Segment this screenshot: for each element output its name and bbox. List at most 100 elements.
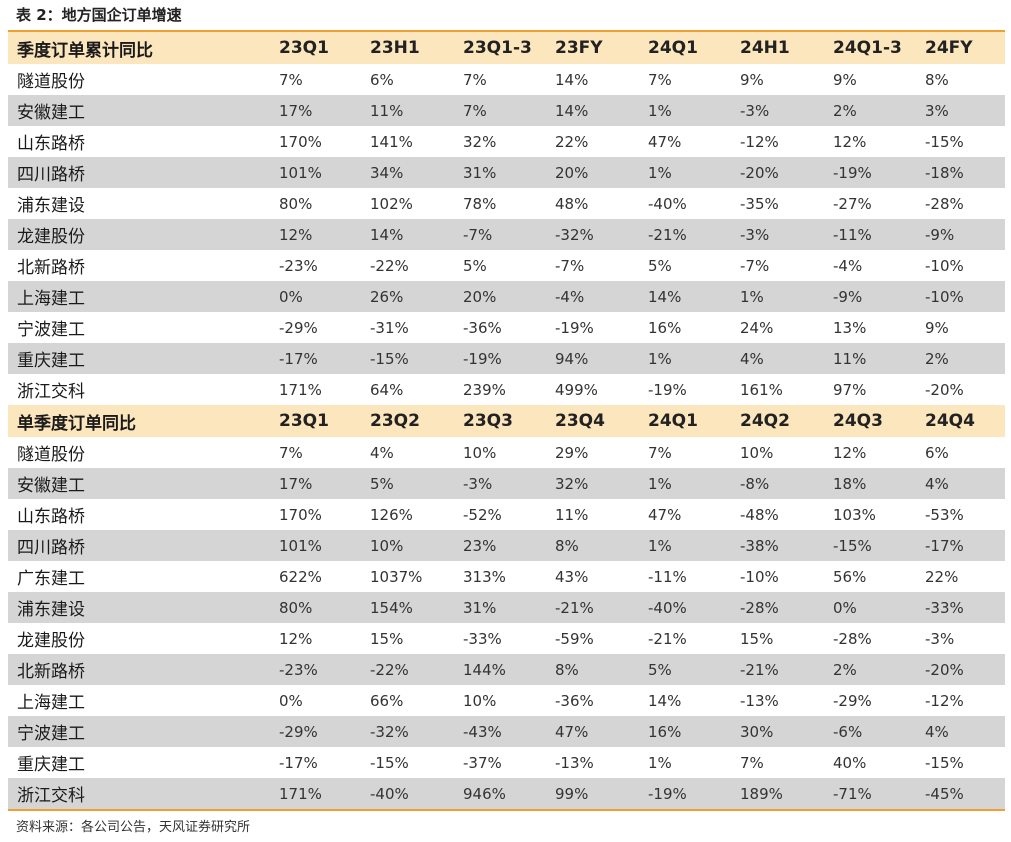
growth-value: -3% <box>740 101 770 120</box>
table-row: 北新路桥 -23% -22% 144% 8% 5% -21% 2% -20% <box>8 654 1005 685</box>
growth-value: 189% <box>740 784 783 803</box>
company-name: 上海建工 <box>17 693 85 713</box>
growth-value: 17% <box>279 474 313 493</box>
growth-value: -10% <box>740 567 779 586</box>
growth-value: 16% <box>648 722 682 741</box>
growth-value: -7% <box>740 256 770 275</box>
growth-value: 11% <box>833 349 867 368</box>
growth-value: -21% <box>648 629 687 648</box>
growth-value: 56% <box>833 567 867 586</box>
table-row: 北新路桥 -23% -22% 5% -7% 5% -7% -4% -10% <box>8 250 1005 281</box>
growth-value: 12% <box>833 443 867 462</box>
growth-value: 7% <box>463 70 487 89</box>
company-name: 四川路桥 <box>17 538 85 558</box>
growth-value: 103% <box>833 505 876 524</box>
table-row: 宁波建工 -29% -32% -43% 47% 16% 30% -6% 4% <box>8 716 1005 747</box>
growth-value: 4% <box>370 443 394 462</box>
growth-value: 154% <box>370 598 413 617</box>
column-header: 24Q1 <box>648 38 698 58</box>
growth-value: -22% <box>370 660 409 679</box>
growth-value: -20% <box>925 380 964 399</box>
source-note: 资料来源：各公司公告，天风证券研究所 <box>16 820 251 835</box>
table-caption: 表 2：地方国企订单增速 <box>16 6 182 24</box>
growth-value: 13% <box>833 318 867 337</box>
growth-value: -40% <box>648 194 687 213</box>
growth-value: -33% <box>463 629 502 648</box>
growth-value: 7% <box>463 101 487 120</box>
table-row: 山东路桥 170% 141% 32% 22% 47% -12% 12% -15% <box>8 126 1005 157</box>
growth-value: -12% <box>740 132 779 151</box>
growth-value: 5% <box>370 474 394 493</box>
company-name: 重庆建工 <box>17 755 85 775</box>
table-row: 龙建股份 12% 15% -33% -59% -21% 15% -28% -3% <box>8 623 1005 654</box>
growth-value: -43% <box>463 722 502 741</box>
growth-value: 64% <box>370 380 404 399</box>
growth-value: -10% <box>925 287 964 306</box>
column-header: 24H1 <box>740 38 790 58</box>
growth-value: 47% <box>648 505 682 524</box>
table-row: 四川路桥 101% 34% 31% 20% 1% -20% -19% -18% <box>8 157 1005 188</box>
company-name: 浦东建设 <box>17 196 85 216</box>
growth-value: 0% <box>833 598 857 617</box>
table-row: 山东路桥 170% 126% -52% 11% 47% -48% 103% -53% <box>8 499 1005 530</box>
growth-value: 8% <box>555 660 579 679</box>
company-name: 宁波建工 <box>17 724 85 744</box>
growth-value: 97% <box>833 380 867 399</box>
growth-value: 2% <box>925 349 949 368</box>
growth-value: 34% <box>370 163 404 182</box>
growth-value: 80% <box>279 194 313 213</box>
column-header: 23FY <box>555 38 603 58</box>
company-name: 浙江交科 <box>17 382 85 402</box>
section-title: 季度订单累计同比 <box>17 40 153 61</box>
growth-value: -29% <box>279 318 318 337</box>
growth-value: -7% <box>555 256 585 275</box>
growth-value: -38% <box>740 536 779 555</box>
growth-value: -3% <box>740 225 770 244</box>
growth-value: 2% <box>833 101 857 120</box>
growth-value: -15% <box>370 349 409 368</box>
growth-value: -15% <box>833 536 872 555</box>
growth-value: 80% <box>279 598 313 617</box>
company-name: 宁波建工 <box>17 320 85 340</box>
table-row: 隧道股份 7% 4% 10% 29% 7% 10% 12% 6% <box>8 437 1005 468</box>
growth-value: -8% <box>740 474 770 493</box>
growth-value: 171% <box>279 784 322 803</box>
growth-value: 313% <box>463 567 506 586</box>
growth-value: 10% <box>370 536 404 555</box>
growth-value: -23% <box>279 256 318 275</box>
growth-value: -28% <box>740 598 779 617</box>
column-header: 24Q1-3 <box>833 38 902 58</box>
company-name: 上海建工 <box>17 289 85 309</box>
table-row: 安徽建工 17% 11% 7% 14% 1% -3% 2% 3% <box>8 95 1005 126</box>
growth-value: -19% <box>833 163 872 182</box>
growth-value: 20% <box>463 287 497 306</box>
growth-value: 1% <box>648 536 672 555</box>
growth-value: 10% <box>463 691 497 710</box>
table-row: 广东建工 622% 1037% 313% 43% -11% -10% 56% 22% <box>8 561 1005 592</box>
growth-value: 17% <box>279 101 313 120</box>
growth-value: -4% <box>833 256 863 275</box>
growth-value: -12% <box>925 691 964 710</box>
growth-value: -21% <box>648 225 687 244</box>
growth-value: -10% <box>925 256 964 275</box>
growth-value: -32% <box>370 722 409 741</box>
growth-value: 40% <box>833 753 867 772</box>
growth-value: -6% <box>833 722 863 741</box>
growth-value: -28% <box>833 629 872 648</box>
growth-value: -36% <box>463 318 502 337</box>
growth-value: 946% <box>463 784 506 803</box>
growth-value: -20% <box>740 163 779 182</box>
growth-value: -19% <box>648 380 687 399</box>
growth-value: 20% <box>555 163 589 182</box>
growth-value: 170% <box>279 132 322 151</box>
section-title: 单季度订单同比 <box>17 413 136 434</box>
growth-value: -71% <box>833 784 872 803</box>
growth-value: 31% <box>463 163 497 182</box>
growth-value: 622% <box>279 567 322 586</box>
column-header: 23Q4 <box>555 411 605 431</box>
growth-value: -35% <box>740 194 779 213</box>
growth-value: 5% <box>648 256 672 275</box>
growth-value: -23% <box>279 660 318 679</box>
growth-value: 0% <box>279 691 303 710</box>
table-row: 上海建工 0% 66% 10% -36% 14% -13% -29% -12% <box>8 685 1005 716</box>
